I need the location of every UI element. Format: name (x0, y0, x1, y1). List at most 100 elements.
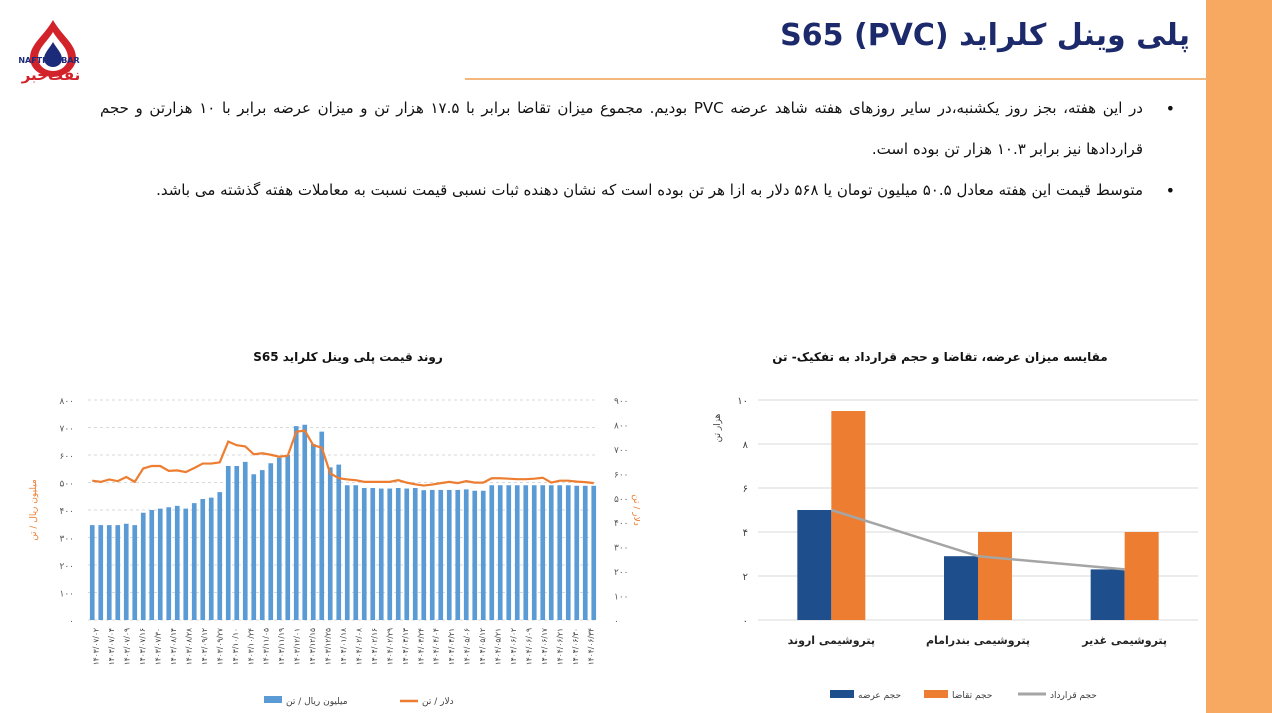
x-tick-label: ۱۴۰۴/۰۶/۰۹ (524, 628, 533, 665)
x-tick-label: ۱۴۰۴/۰۴/۰۴ (432, 628, 441, 665)
x-tick-label: ۱۴۰۳/۰۸/۱۴ (169, 628, 178, 665)
supply-bar (797, 510, 832, 620)
x-tick-label: ۱۴۰۴/۰۲/۲۹ (385, 628, 394, 665)
price-bar (565, 485, 571, 620)
price-bar (208, 497, 214, 620)
price-bar (149, 510, 155, 620)
demand-bar (1124, 532, 1159, 620)
y-tick-label: ۱۰ (737, 396, 748, 407)
price-bar (378, 488, 384, 620)
x-tick-label: ۱۴۰۳/۱۲/۰۱ (293, 628, 302, 665)
price-bar (106, 525, 112, 620)
x-tick-label: ۱۴۰۴/۰۶/۲۱ (555, 628, 564, 665)
y-left-tick-label: ۰ (69, 617, 74, 627)
legend-swatch-demand (924, 690, 948, 698)
price-bar (302, 424, 308, 620)
price-bar (336, 464, 342, 620)
x-tick-label: ۱۴۰۳/۰۸/۲۸ (184, 628, 193, 665)
y-right-tick-label: ۵۰۰ (614, 495, 629, 505)
price-bar (276, 457, 282, 620)
price-bar (557, 485, 563, 620)
x-tick-label: ۱۴۰۴/۰۲/۱۶ (370, 628, 379, 665)
price-bar (140, 512, 146, 620)
price-bar (455, 489, 461, 620)
legend-swatch-rial (264, 696, 282, 703)
price-bar (242, 461, 248, 620)
x-tick-label: ۱۴۰۴/۰۱/۱۸ (339, 628, 348, 665)
y-left-tick-label: ۳۰۰ (59, 535, 74, 545)
x-tick-label: ۱۴۰۴/۰۲/۰۸ (354, 628, 363, 665)
y-right-tick-label: ۴۰۰ (614, 519, 629, 529)
price-bar (183, 508, 189, 620)
x-tick-label: ۱۴۰۳/۱۲/۲۵ (324, 628, 333, 665)
x-tick-label: ۱۴۰۴/۰۵/۰۶ (463, 628, 472, 665)
x-tick-label: ۱۴۰۴/۰۳/۱۳ (401, 628, 410, 665)
right-accent-band (1206, 0, 1272, 713)
bullet-item: • متوسط قیمت این هفته معادل ۵۰.۵ میلیون … (100, 170, 1185, 211)
price-bar (412, 488, 418, 620)
price-bar (540, 485, 546, 620)
y-right-tick-label: ۳۰۰ (614, 544, 629, 554)
price-bar (574, 485, 580, 620)
y-left-axis-label: میلیون ریال / تن (29, 479, 39, 541)
bullet-item: • در این هفته، بجز روز یکشنبه،در سایر رو… (100, 88, 1185, 170)
price-bar (438, 489, 444, 620)
x-tick-label: ۱۴۰۴/۰۶/۱۷ (540, 628, 549, 665)
supply-bar (944, 556, 978, 620)
price-bar (310, 444, 316, 620)
x-tick-label: ۱۴۰۴/۰۵/۲۱ (494, 628, 503, 665)
price-trend-chart: ۰ ۱۰۰ ۲۰۰ ۳۰۰ ۴۰۰ ۵۰۰ ۶۰۰ ۷۰۰ ۸۰۰ ۰ ۱۰۰ ۲۰۰ ۳۰۰ ۴۰۰ ۵۰… (29, 397, 640, 707)
price-bar (514, 485, 520, 620)
price-bar (548, 485, 554, 620)
x-tick-label: ۱۴۰۳/۱۰/۲۴ (246, 628, 255, 665)
price-bar (191, 503, 197, 620)
price-bar (132, 525, 138, 620)
legend-label-contract: حجم قرارداد (1050, 691, 1097, 701)
x-tick-label: ۱۴۰۳/۱۰/۱۰ (231, 628, 240, 665)
price-bar (531, 485, 537, 620)
trend-chart-title: روند قیمت پلی وینل کلراید S65 (253, 350, 443, 364)
y-axis-label: هزار تن (713, 413, 723, 442)
x-tick-label: ۱۴۰۳/۱۲/۱۵ (308, 628, 317, 665)
x-tick-label: ۱۴۰۳/۰۷/۰۹ (123, 628, 132, 665)
flame-drop-icon (30, 20, 76, 77)
bullet-text: متوسط قیمت این هفته معادل ۵۰.۵ میلیون تو… (156, 181, 1143, 199)
y-right-tick-label: ۶۰۰ (614, 470, 629, 480)
price-bar (259, 470, 265, 620)
price-bar (157, 508, 163, 620)
legend-swatch-supply (830, 690, 854, 698)
x-tick-label: ۱۴۰۴/۰۶/۳۰ (571, 628, 580, 665)
x-tick-label: ۱۴۰۴/۰۳/۲۴ (416, 628, 425, 665)
category-label: پتروشیمی بندرامام (926, 634, 1030, 647)
supply-bar (1090, 569, 1125, 620)
y-right-tick-label: ۷۰۰ (614, 446, 629, 456)
bullet-dot-icon: • (1165, 181, 1175, 200)
y-left-tick-label: ۱۰۰ (59, 590, 74, 600)
y-right-axis-label: دلار / تن (631, 494, 640, 526)
price-bar (370, 488, 376, 620)
title-underline (465, 78, 1207, 80)
y-tick-label: ۶ (743, 484, 748, 495)
x-tick-label: ۱۴۰۴/۰۶/۳۴ (586, 628, 595, 665)
price-bar (268, 463, 274, 620)
bullet-text: در این هفته، بجز روز یکشنبه،در سایر روزه… (100, 99, 1143, 158)
legend-label-usd: دلار / تن (422, 697, 454, 707)
price-bar (285, 455, 291, 620)
price-bar (446, 489, 452, 620)
x-tick-label: ۱۴۰۳/۰۷/۰۲ (92, 628, 101, 665)
price-bar (506, 485, 512, 620)
x-tick-label: ۱۴۰۴/۰۴/۲۱ (447, 628, 456, 665)
y-left-tick-label: ۷۰۰ (59, 425, 74, 435)
price-bar (523, 485, 529, 620)
demand-bar (978, 532, 1012, 620)
price-bar (293, 426, 299, 620)
price-bar (327, 467, 333, 620)
price-bar (472, 490, 478, 620)
price-bar (429, 489, 435, 620)
usd-price-line (92, 429, 594, 487)
y-right-tick-label: ۲۰۰ (614, 568, 629, 578)
price-bar (582, 485, 588, 620)
y-tick-label: ۸ (743, 440, 749, 451)
price-bar (319, 431, 325, 620)
price-bar (591, 485, 597, 620)
